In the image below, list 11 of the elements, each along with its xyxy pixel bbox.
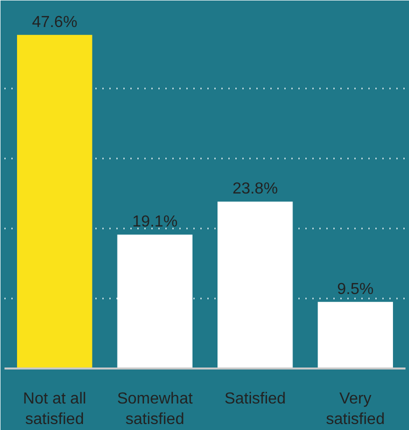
bar xyxy=(17,34,92,368)
x-tick-label: Very satisfied xyxy=(326,390,385,428)
bar xyxy=(318,302,393,368)
data-label: 19.1% xyxy=(132,214,178,231)
x-tick-label: Not at all satisfied xyxy=(23,390,86,428)
x-tick-label: Somewhat satisfied xyxy=(117,390,194,428)
x-tick-label: Satisfied xyxy=(224,390,286,408)
data-label: 47.6% xyxy=(32,14,78,31)
data-label: 23.8% xyxy=(232,180,278,198)
bar xyxy=(218,202,293,368)
data-label: 9.5% xyxy=(337,280,374,298)
